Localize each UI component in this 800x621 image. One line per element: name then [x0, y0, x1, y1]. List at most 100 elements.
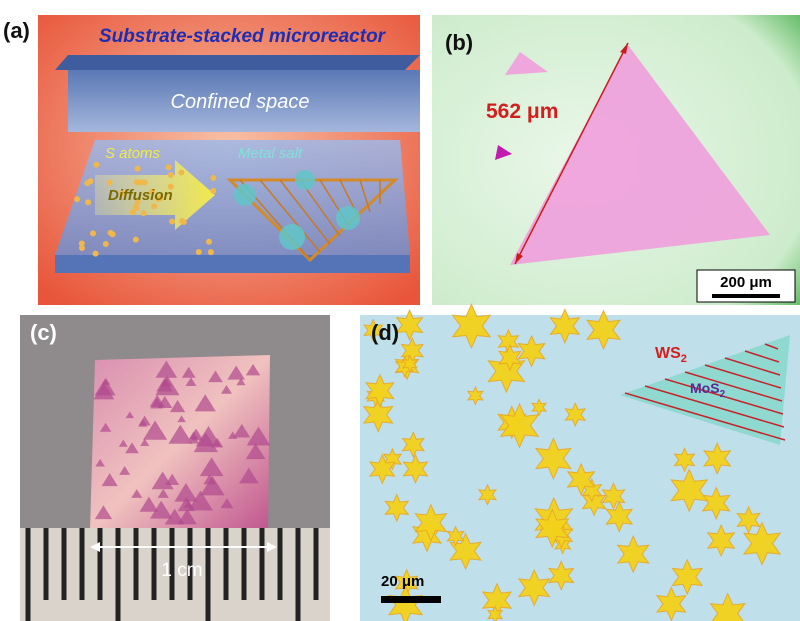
material-name: WS: [655, 345, 681, 362]
heterostructure-lattice: [624, 343, 786, 441]
s-atom: [151, 203, 158, 210]
panel-c: 1 cm (c): [20, 315, 330, 621]
flake: [149, 500, 173, 519]
crystal: [655, 586, 687, 621]
flake: [211, 437, 224, 448]
material-label: MoS2: [690, 380, 726, 400]
crystal: [586, 309, 622, 351]
flakes: [93, 360, 271, 525]
flake: [239, 467, 259, 484]
substrate-edge: [55, 255, 410, 273]
crystal: [363, 318, 384, 343]
s-atom: [78, 240, 85, 247]
flake: [119, 466, 131, 475]
s-atom: [92, 250, 99, 257]
flake: [195, 426, 222, 447]
crystal: [402, 453, 429, 485]
s-atom: [178, 169, 185, 176]
crystal: [387, 584, 424, 621]
panel-label: (a): [3, 18, 30, 43]
s-atom: [85, 199, 92, 206]
flake: [208, 370, 223, 383]
flake: [118, 439, 128, 447]
crystal: [477, 483, 498, 506]
s-atom: [74, 196, 81, 203]
scale-bar: [381, 596, 441, 603]
flake: [188, 428, 204, 441]
flake: [101, 473, 118, 487]
s-atom: [157, 195, 164, 202]
metal-salt-droplet: [279, 224, 305, 250]
s-atom: [132, 236, 139, 243]
s-atom: [210, 187, 217, 194]
crystal: [670, 468, 709, 513]
flake: [138, 415, 151, 426]
bond: [624, 392, 786, 441]
heterostructure-model: [620, 335, 790, 445]
flake: [164, 508, 185, 525]
crystal: [547, 560, 575, 591]
measure-line: [514, 42, 629, 265]
s-atom: [93, 161, 100, 168]
s-atom: [102, 240, 109, 247]
flake: [181, 366, 196, 378]
bond: [279, 179, 331, 245]
flake: [168, 424, 193, 444]
panel-b: (b) 562 μm 200 μm: [432, 15, 800, 305]
flake: [131, 489, 143, 498]
top-slab-edge: [55, 55, 420, 70]
metal-salt-droplet: [234, 184, 256, 206]
crystal: [517, 568, 551, 607]
bond: [724, 357, 781, 376]
arrow-head: [267, 542, 277, 552]
bond: [704, 364, 782, 389]
s-atom: [78, 244, 85, 251]
s-atom: [90, 230, 97, 237]
salt-label: Metal salt: [238, 145, 303, 162]
crystal: [702, 441, 732, 475]
crystal: [534, 437, 572, 480]
s-atom: [129, 209, 136, 216]
crystal: [449, 532, 482, 571]
crystal: [368, 453, 396, 485]
flake: [125, 411, 135, 419]
flake: [143, 420, 168, 440]
s-atom: [206, 238, 213, 245]
flake: [246, 426, 271, 446]
crystal: [549, 308, 581, 344]
flake: [185, 377, 197, 387]
crystal: [742, 521, 782, 566]
bond: [684, 371, 783, 402]
flake: [169, 399, 186, 413]
flake: [233, 423, 251, 438]
scale-label: 20 μm: [381, 573, 424, 590]
crystal: [706, 523, 736, 558]
crystal: [384, 493, 410, 523]
tiny-crystal: [495, 145, 512, 160]
s-atom: [165, 164, 172, 171]
crystal: [365, 373, 395, 408]
panel-label: (d): [371, 320, 399, 345]
flake: [220, 498, 234, 509]
bottom-substrate: [55, 140, 410, 255]
flake: [177, 415, 186, 423]
metal-salt-droplet: [295, 170, 315, 190]
crystal: [671, 558, 704, 596]
s-atom: [132, 204, 139, 211]
flake: [157, 488, 169, 498]
crystal: [466, 385, 484, 406]
flake: [99, 422, 112, 432]
ruler-ticks: [25, 528, 319, 621]
subscript: 2: [681, 353, 687, 365]
crystal: [401, 354, 419, 374]
panel-a: (a) Substrate-stacked microreactor Confi…: [3, 15, 420, 305]
crystal: [446, 525, 465, 547]
s-atom: [167, 172, 174, 179]
crystal: [566, 462, 596, 497]
scale-label: 1 cm: [161, 560, 202, 581]
panel-d: (d) WS2 MoS2 20 μm: [360, 303, 800, 621]
flake: [160, 377, 172, 387]
crystal: [616, 534, 650, 574]
